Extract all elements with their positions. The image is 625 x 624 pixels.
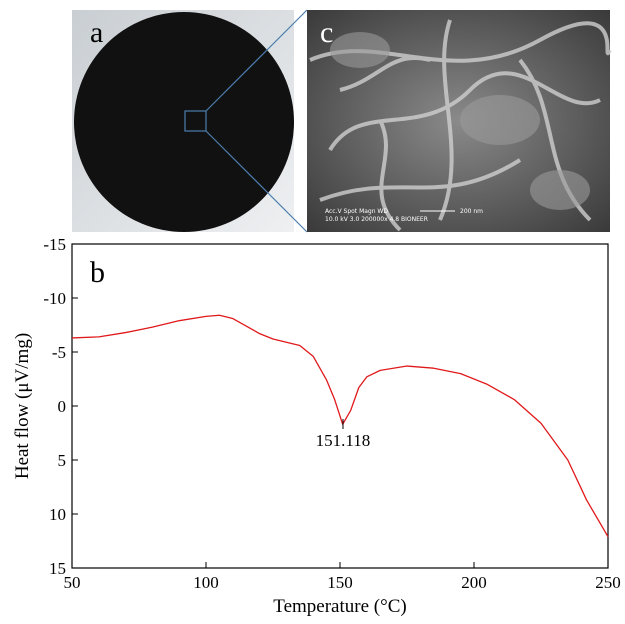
line: [72, 315, 608, 536]
photo-c: c Acc.V Spot Magn WD 10.0 kV 3.0 200000x…: [307, 10, 610, 232]
y-tick-label: -5: [52, 343, 66, 362]
x-tick-label: 100: [193, 573, 219, 592]
y-tick-label: -10: [43, 289, 66, 308]
sem-caption: Acc.V Spot Magn WD: [325, 208, 388, 215]
y-tick-label: 10: [49, 505, 66, 524]
x-axis-label: Temperature (°C): [273, 596, 406, 617]
panel-label: b: [90, 256, 105, 289]
photo-a: a: [72, 10, 307, 232]
y-tick-label: -15: [43, 235, 66, 254]
y-tick-label: 15: [49, 559, 66, 578]
x-tick-label: 50: [64, 573, 81, 592]
x-tick-label: 150: [327, 573, 353, 592]
panel-label: a: [90, 16, 103, 49]
annotation: 151.118: [316, 431, 371, 450]
x-tick-label: 200: [461, 573, 487, 592]
scale-label: 200 nm: [460, 208, 483, 215]
sem-caption: 10.0 kV 3.0 200000x 4.8 BIONEER: [325, 216, 428, 223]
y-tick-label: 0: [58, 397, 67, 416]
x-tick-label: 250: [595, 573, 621, 592]
y-axis-label: Heat flow (μV/mg): [12, 333, 33, 479]
figure: a c Acc.V Spot Magn WD 10.0 kV 3.0 20000…: [0, 0, 625, 624]
y-tick-label: 5: [58, 451, 67, 470]
panel-label: c: [320, 16, 333, 49]
